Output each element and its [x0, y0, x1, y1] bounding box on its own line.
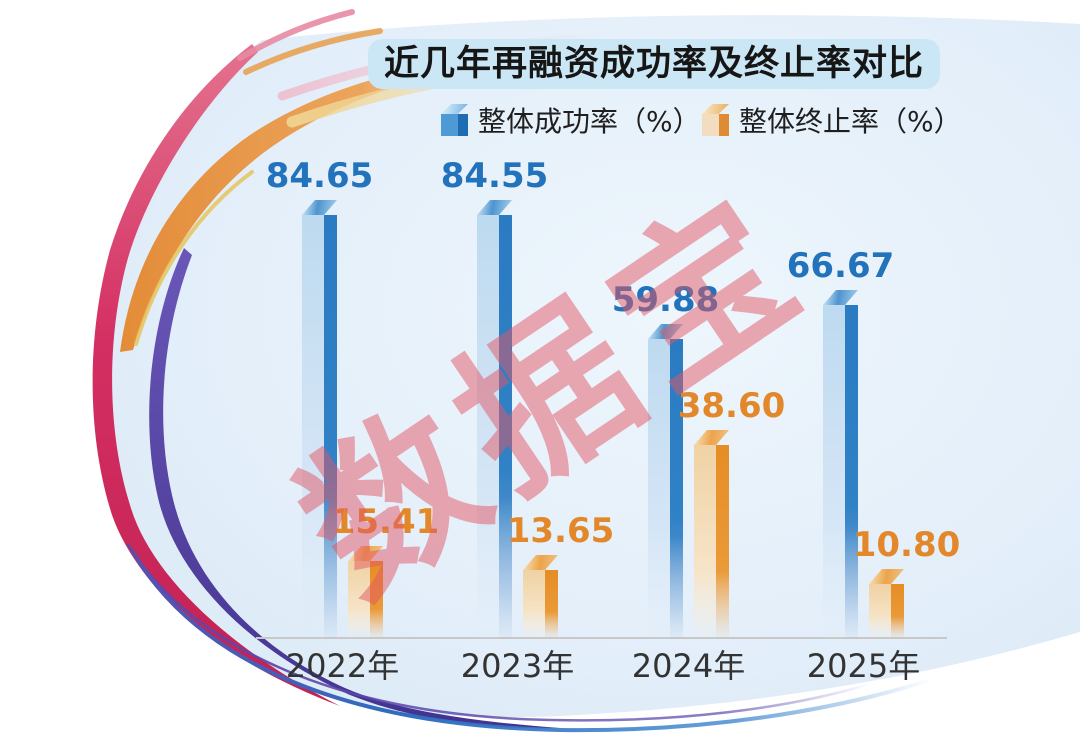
bar-front-face	[348, 561, 371, 638]
bar-success-2025年	[823, 290, 858, 638]
legend-item-success: 整体成功率（%）	[441, 103, 701, 138]
chart-title: 近几年再融资成功率及终止率对比	[368, 39, 941, 89]
bar-success-2023年	[477, 200, 512, 638]
legend-label-success: 整体成功率（%）	[478, 105, 701, 138]
value-label-terminate-2025年: 10.80	[852, 525, 961, 565]
bar-front-face	[694, 445, 717, 638]
bar-cap-face	[302, 200, 337, 215]
legend-cube-success-icon	[441, 104, 468, 136]
bar-front-face	[302, 215, 325, 638]
x-axis-line	[256, 637, 947, 639]
bar-cap-face	[348, 546, 383, 561]
bar-side-face	[845, 305, 858, 638]
x-axis-label-2022年: 2022年	[285, 647, 400, 685]
bar-cap-face	[694, 430, 729, 445]
value-label-success-2023年: 84.55	[440, 156, 549, 196]
cube-side-face	[457, 114, 468, 136]
bar-terminate-2024年	[694, 430, 729, 638]
bar-side-face	[370, 561, 383, 638]
bar-cap-face	[869, 569, 904, 584]
bar-front-face	[477, 215, 500, 638]
bar-terminate-2022年	[348, 546, 383, 638]
value-label-success-2022年: 84.65	[265, 156, 374, 196]
x-axis-label-2023年: 2023年	[460, 647, 575, 685]
bar-cap-face	[648, 324, 683, 339]
bar-cap-face	[477, 200, 512, 215]
cube-top-face	[441, 104, 468, 114]
legend-cube-terminate-icon	[702, 104, 729, 136]
legend-label-terminate: 整体终止率（%）	[739, 105, 962, 138]
cube-top-face	[702, 104, 729, 114]
bar-front-face	[869, 584, 892, 638]
bar-cap-face	[523, 555, 558, 570]
value-label-success-2025年: 66.67	[786, 246, 895, 286]
bar-side-face	[499, 215, 512, 638]
bar-terminate-2023年	[523, 555, 558, 638]
value-label-terminate-2024年: 38.60	[677, 386, 786, 426]
value-label-success-2024年: 59.88	[611, 280, 720, 320]
bar-front-face	[648, 339, 671, 638]
bar-success-2024年	[648, 324, 683, 638]
bar-front-face	[823, 305, 846, 638]
bar-terminate-2025年	[869, 569, 904, 638]
bar-side-face	[670, 339, 683, 638]
cube-front-face	[441, 114, 458, 136]
value-label-terminate-2023年: 13.65	[506, 511, 615, 551]
bar-success-2022年	[302, 200, 337, 638]
bar-side-face	[716, 445, 729, 638]
value-label-terminate-2022年: 15.41	[331, 502, 440, 542]
bar-side-face	[324, 215, 337, 638]
x-axis-label-2024年: 2024年	[631, 647, 746, 685]
x-axis-label-2025年: 2025年	[806, 647, 921, 685]
bar-cap-face	[823, 290, 858, 305]
legend-item-terminate: 整体终止率（%）	[702, 103, 962, 138]
bar-side-face	[545, 570, 558, 638]
cube-side-face	[718, 114, 729, 136]
bar-front-face	[523, 570, 546, 638]
bar-side-face	[891, 584, 904, 638]
cube-front-face	[702, 114, 719, 136]
